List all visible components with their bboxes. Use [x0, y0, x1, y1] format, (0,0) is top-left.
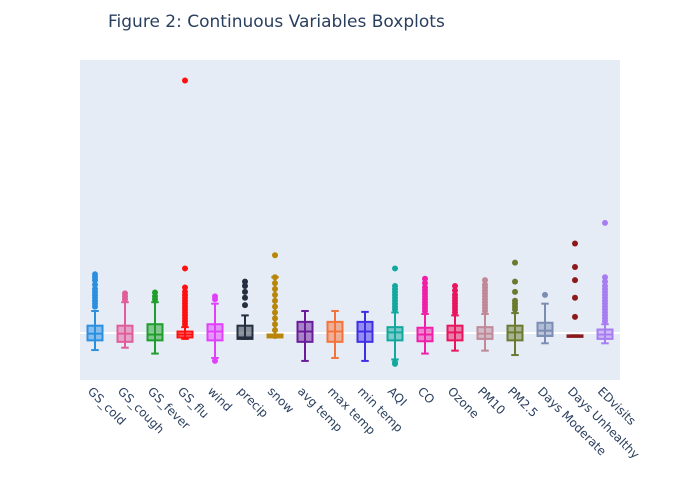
box-gs-flu	[176, 77, 194, 340]
outlier-point	[572, 240, 578, 247]
outlier-point	[272, 285, 278, 292]
x-tick-label-aqi: AQI	[385, 384, 410, 409]
box-days-moderate	[536, 291, 554, 345]
box-days-unhealthy	[566, 240, 584, 338]
outlier-point	[272, 280, 278, 287]
outlier-point	[272, 303, 278, 310]
outlier-point	[272, 327, 278, 334]
outlier-point	[272, 315, 278, 322]
iqr-box	[386, 326, 404, 342]
box-co	[416, 275, 434, 355]
iqr-box	[536, 321, 554, 337]
outlier-point	[602, 278, 608, 285]
outlier-point	[182, 77, 188, 84]
box-wind	[206, 293, 224, 364]
outlier-point	[182, 284, 188, 291]
outlier-point	[242, 283, 248, 290]
outlier-point	[182, 288, 188, 295]
plot-area	[80, 60, 620, 380]
outlier-point	[242, 278, 248, 285]
outlier-point	[122, 290, 128, 297]
box-max-temp	[326, 310, 344, 359]
box-pm2-5	[506, 259, 524, 357]
box-gs-cough	[116, 290, 134, 349]
outlier-point	[512, 288, 518, 295]
outlier-point	[422, 284, 428, 291]
box-avg-temp	[296, 310, 314, 362]
outlier-point	[512, 297, 518, 304]
outlier-point	[242, 302, 248, 309]
outlier-point	[482, 281, 488, 288]
outlier-point	[572, 294, 578, 301]
outlier-point	[272, 321, 278, 328]
outlier-point	[92, 285, 98, 292]
outlier-point	[272, 309, 278, 316]
outlier-point	[572, 263, 578, 270]
outlier-point	[272, 252, 278, 259]
box-min-temp	[356, 310, 374, 362]
outlier-point	[512, 278, 518, 285]
outlier-point	[602, 283, 608, 290]
box-edvisits	[596, 219, 614, 345]
x-tick-label-precip: precip	[235, 384, 271, 420]
outlier-point	[542, 291, 548, 298]
chart-title: Figure 2: Continuous Variables Boxplots	[108, 12, 445, 32]
outlier-point	[602, 219, 608, 226]
iqr-box	[236, 324, 254, 340]
x-tick-label-co: CO	[415, 384, 438, 407]
outlier-point	[392, 283, 398, 290]
outlier-point	[512, 259, 518, 266]
outlier-point	[572, 313, 578, 320]
outlier-point	[272, 291, 278, 298]
x-tick-label-ozone: Ozone	[445, 384, 482, 421]
box-gs-fever	[146, 289, 164, 355]
outlier-point	[452, 287, 458, 294]
box-precip	[236, 278, 254, 340]
outlier-point	[422, 275, 428, 282]
outlier-point	[182, 265, 188, 272]
x-tick-label-pm2-5: PM2.5	[505, 384, 541, 420]
outlier-point	[272, 274, 278, 281]
outlier-point	[152, 289, 158, 296]
outlier-point	[482, 277, 488, 284]
outlier-point	[92, 281, 98, 288]
outlier-point	[92, 271, 98, 278]
iqr-box	[146, 323, 164, 342]
outlier-point	[422, 280, 428, 287]
outlier-point	[602, 274, 608, 281]
outlier-point	[212, 293, 218, 300]
outlier-point	[272, 332, 278, 339]
box-gs-cold	[86, 271, 104, 352]
outlier-point	[212, 357, 218, 364]
box-aqi	[386, 265, 404, 367]
box-pm10	[476, 277, 494, 352]
box-ozone	[446, 283, 464, 352]
outlier-point	[242, 294, 248, 301]
outlier-point	[392, 265, 398, 272]
outlier-point	[452, 283, 458, 290]
box-snow	[266, 252, 284, 339]
outlier-point	[572, 277, 578, 284]
outlier-point	[392, 359, 398, 366]
outlier-point	[272, 297, 278, 304]
outlier-point	[242, 288, 248, 295]
outlier-point	[452, 291, 458, 298]
